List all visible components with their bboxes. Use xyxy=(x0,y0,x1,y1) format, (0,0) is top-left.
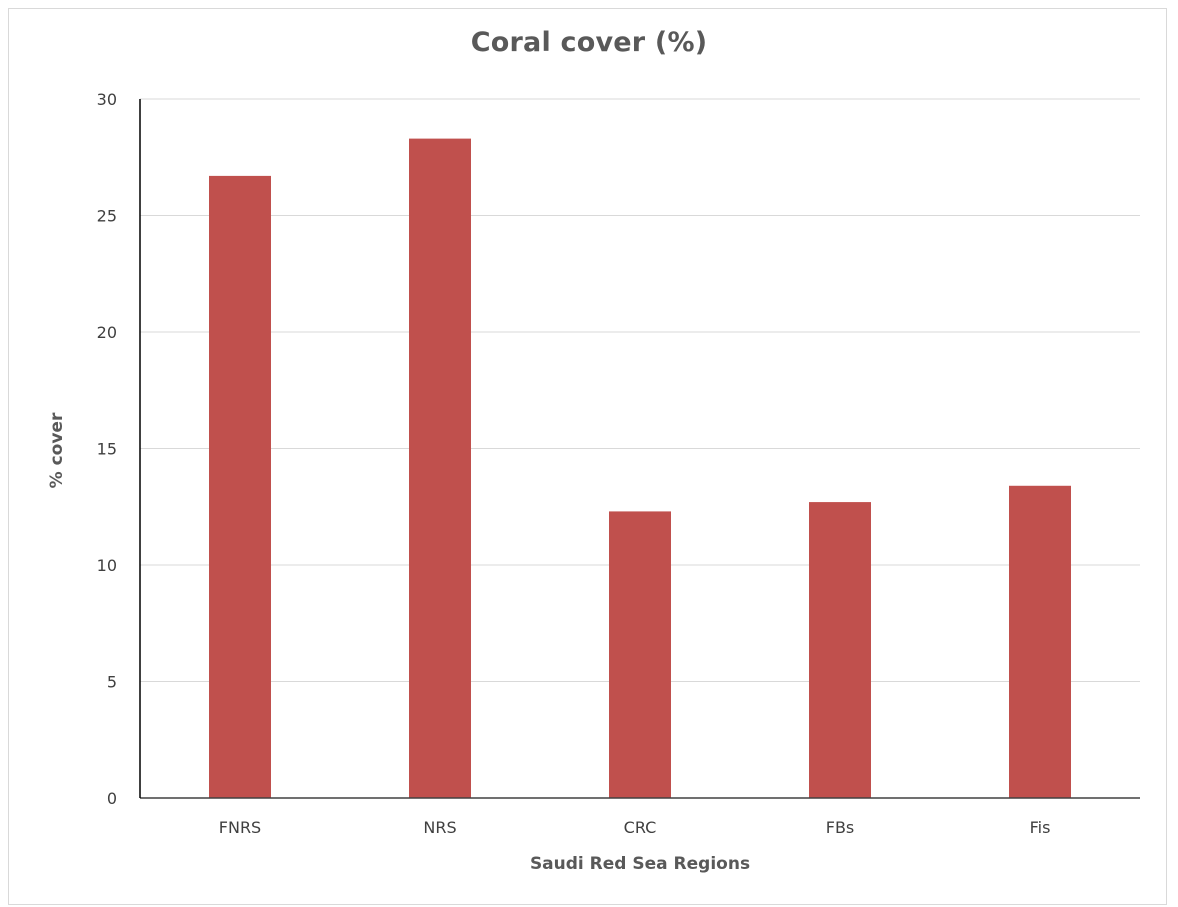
x-tick-label: Fis xyxy=(1030,818,1051,837)
chart-frame xyxy=(8,8,1167,905)
chart-title: Coral cover (%) xyxy=(470,27,708,58)
x-tick-label: NRS xyxy=(423,818,456,837)
bar-fnrs xyxy=(209,175,271,798)
x-tick-label: FBs xyxy=(826,818,855,837)
x-axis-title: Saudi Red Sea Regions xyxy=(530,854,750,874)
y-tick-label: 20 xyxy=(97,323,117,342)
bar-nrs xyxy=(409,138,471,799)
y-tick-label: 10 xyxy=(97,556,117,575)
bar-fbs xyxy=(809,502,871,798)
bar-fis xyxy=(1009,485,1071,798)
y-axis-title: % cover xyxy=(47,412,67,488)
y-tick-label: 15 xyxy=(97,440,117,459)
bars xyxy=(209,138,1071,799)
y-tick-label: 0 xyxy=(107,789,117,808)
bar-crc xyxy=(609,511,671,798)
y-tick-label: 30 xyxy=(97,90,117,109)
axes xyxy=(139,99,1140,799)
y-tick-label: 25 xyxy=(97,207,117,226)
x-tick-label: FNRS xyxy=(219,818,261,837)
tick-labels: 0 5 10 15 20 25 30 FNRS NRS CRC FBs Fis xyxy=(97,90,1051,837)
y-tick-label: 5 xyxy=(107,673,117,692)
x-tick-label: CRC xyxy=(624,818,657,837)
